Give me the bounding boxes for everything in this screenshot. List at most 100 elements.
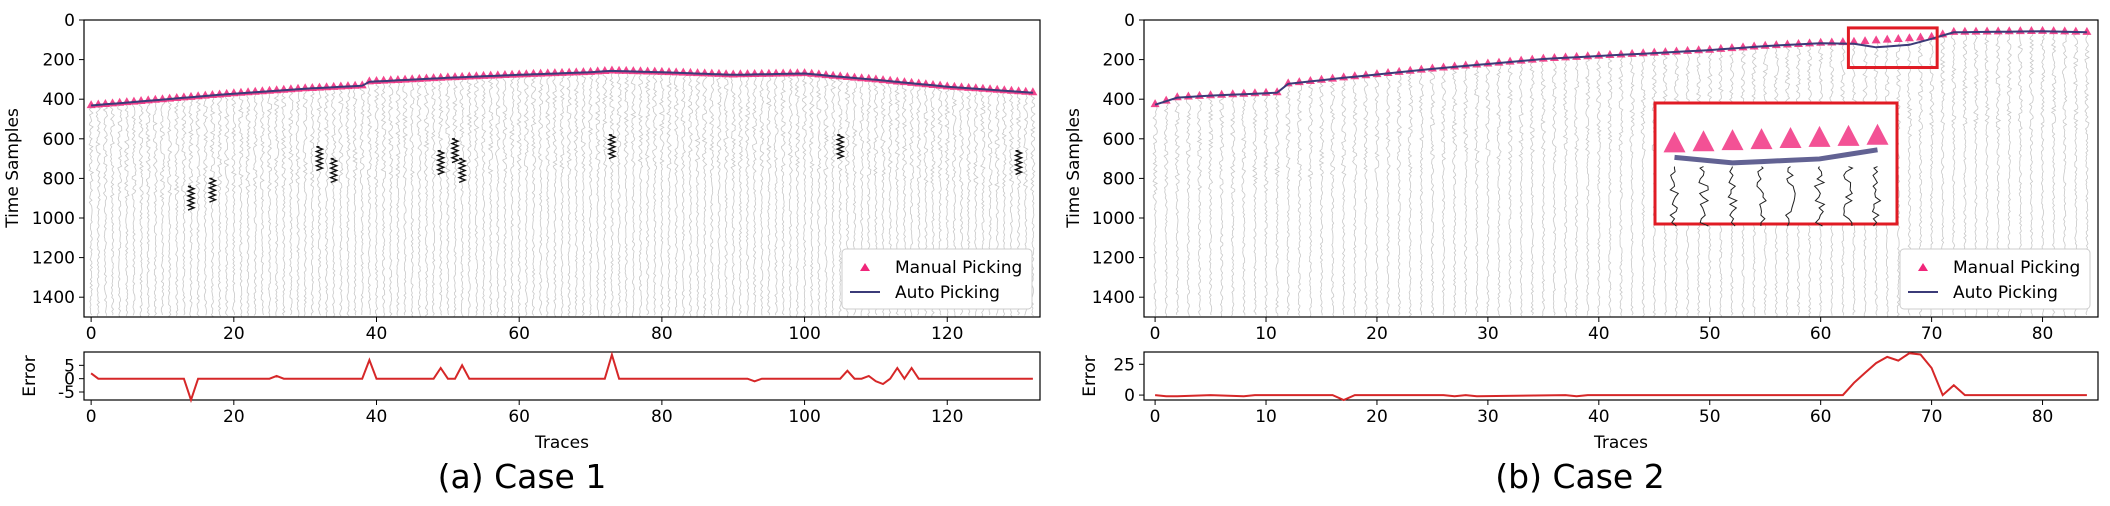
seismic-trace: [658, 71, 665, 316]
seismic-trace: [759, 73, 765, 316]
case1-main-yticks: 0 200 400 600 800 1000 1200 1400: [32, 11, 84, 308]
xtick-label: 20: [1366, 324, 1388, 344]
seismic-trace: [159, 98, 166, 316]
seismic-trace: [366, 81, 373, 316]
case2-error-yticks: 25 0: [1113, 355, 1144, 406]
seismic-trace: [117, 102, 123, 317]
manual-pick-marker: [1871, 35, 1881, 44]
inset-trace: [1669, 166, 1680, 227]
seismic-trace: [687, 72, 694, 317]
seismic-trace: [1529, 59, 1535, 316]
error-xtick-label: 0: [86, 407, 97, 427]
seismic-trace: [1296, 81, 1303, 317]
case2-xlabel: Traces: [1593, 433, 1648, 453]
ytick-label: 1200: [32, 249, 75, 269]
seismic-trace: [359, 84, 366, 315]
seismic-trace: [601, 70, 608, 317]
seismic-trace: [1352, 75, 1358, 316]
seismic-trace: [516, 74, 522, 317]
xtick-label: 0: [86, 324, 97, 344]
seismic-trace: [124, 101, 130, 317]
error-xtick-label: 0: [1150, 407, 1161, 427]
seismic-trace: [167, 98, 173, 317]
seismic-event: [450, 138, 460, 164]
seismic-trace: [609, 70, 615, 317]
seismic-trace: [538, 73, 544, 316]
seismic-trace: [409, 78, 415, 318]
inset-trace: [1813, 166, 1826, 227]
seismic-trace: [530, 73, 537, 316]
xtick-label: 60: [1810, 324, 1832, 344]
error-xtick-label: 60: [508, 407, 530, 427]
case1-error-xticks: 0 20 40 60 80 100 120: [86, 400, 963, 427]
seismic-trace: [545, 73, 551, 318]
seismic-trace: [652, 71, 658, 316]
xtick-label: 20: [223, 324, 245, 344]
seismic-trace: [837, 76, 844, 317]
seismic-trace: [815, 74, 822, 317]
seismic-trace: [509, 74, 515, 317]
seismic-trace: [481, 75, 487, 316]
seismic-trace: [523, 73, 530, 317]
error-ytick-label: -5: [58, 383, 75, 403]
ytick-label: 0: [64, 11, 75, 31]
ytick-label: 400: [43, 90, 75, 110]
xtick-label: 10: [1255, 324, 1277, 344]
seismic-trace: [701, 73, 708, 318]
xtick-label: 70: [1921, 324, 1943, 344]
error-xtick-label: 40: [1588, 407, 1610, 427]
seismic-trace: [224, 93, 230, 316]
case2-zoom-source-box: [1846, 26, 1939, 70]
error-xtick-label: 80: [651, 407, 673, 427]
seismic-trace: [773, 73, 779, 316]
case2-zoom-inset: [1653, 101, 1899, 227]
seismic-trace: [109, 103, 116, 316]
seismic-trace: [309, 87, 315, 316]
seismic-trace: [1496, 62, 1502, 317]
manual-pick-marker: [1893, 33, 1903, 42]
error-xtick-label: 120: [931, 407, 963, 427]
seismic-trace: [1618, 54, 1624, 316]
seismic-trace: [1274, 91, 1280, 316]
ytick-label: 1000: [32, 209, 75, 229]
inset-manual-marker: [1866, 123, 1889, 145]
seismic-trace: [1252, 92, 1258, 316]
inset-auto-line: [1674, 147, 1878, 166]
inset-trace: [1727, 166, 1738, 227]
seismic-trace: [1440, 67, 1447, 316]
case1-error-yticks: 50-5: [58, 356, 84, 403]
seismic-trace: [95, 104, 102, 317]
case1-main-panel: 0 20 40 60 80 100 120 0 200 400 600 800 1000 1200 140…: [3, 11, 1041, 344]
seismic-trace: [1640, 52, 1646, 317]
seismic-trace: [808, 73, 815, 316]
case2-auto-picking-line: [1154, 30, 2087, 106]
seismic-trace: [1540, 58, 1547, 317]
ytick-label: 200: [43, 51, 75, 71]
seismic-trace: [1185, 96, 1192, 317]
seismic-trace: [794, 72, 801, 317]
seismic-trace: [708, 73, 715, 316]
error-ytick-label: 0: [64, 370, 75, 390]
case1-error-ylabel: Error: [20, 355, 40, 396]
seismic-trace: [438, 77, 444, 316]
seismic-trace: [302, 87, 308, 317]
inset-trace: [1843, 166, 1854, 227]
seismic-trace: [395, 79, 401, 316]
inset-trace: [1785, 166, 1796, 227]
inset-manual-marker: [1692, 130, 1715, 152]
seismic-trace: [744, 73, 751, 316]
ytick-label: 600: [43, 130, 75, 150]
seismic-trace: [487, 75, 494, 316]
seismic-trace: [181, 97, 187, 316]
seismic-trace: [680, 72, 686, 317]
seismic-trace: [266, 90, 273, 317]
seismic-trace: [1329, 78, 1336, 317]
manual-pick-marker: [1916, 32, 1926, 41]
seismic-trace: [209, 94, 216, 318]
seismic-trace: [445, 77, 451, 316]
seismic-trace: [1363, 74, 1369, 317]
seismic-trace: [730, 74, 736, 317]
seismic-trace: [1506, 61, 1513, 316]
seismic-trace: [138, 100, 144, 317]
seismic-trace: [1385, 72, 1391, 317]
